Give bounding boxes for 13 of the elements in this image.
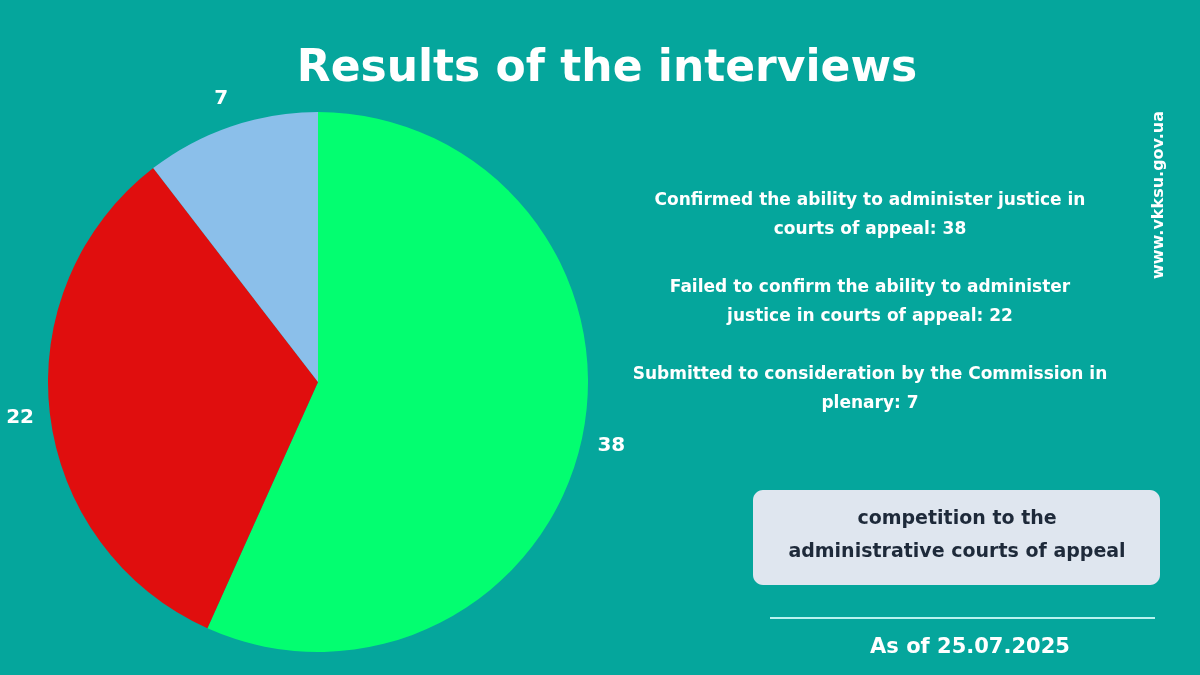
text: Submitted to consideration by the Commission in plenary: 7 (632, 363, 1108, 412)
pie-slice (207, 112, 588, 652)
text: www.vkksu.gov.ua (1148, 111, 1167, 279)
text: As of 25.07.2025 (870, 634, 1070, 658)
chart-title: Results of the interviews (296, 40, 918, 91)
text: Failed to confirm the ability to administer justice in courts of appeal: 22 (669, 276, 1071, 325)
data-label: 38 (597, 431, 626, 456)
text: Confirmed the ability to administer justice in courts of appeal: 38 (654, 189, 1086, 238)
pie-slice (48, 168, 318, 629)
text: competition to the administrative courts of appeal (788, 506, 1126, 561)
data-label: 7 (214, 85, 229, 110)
pie-slice (153, 112, 318, 382)
data-label: 22 (6, 404, 34, 429)
